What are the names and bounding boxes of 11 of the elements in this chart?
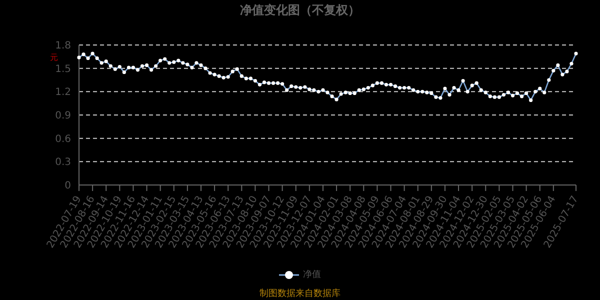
y-tick-label: 0.3 [55, 157, 71, 168]
y-tick-label: 0.9 [55, 110, 71, 122]
y-tick-label: 1.2 [55, 87, 71, 98]
chart-title: 净值变化图（不复权） [239, 2, 361, 19]
y-tick-label: 0.6 [55, 134, 71, 145]
y-axis-title: 元 [50, 52, 58, 63]
legend-label: 净值 [303, 268, 321, 281]
y-tick-label: 1.5 [55, 64, 71, 75]
text: 制图数据来自数据库 [258, 288, 342, 300]
y-tick-label: 0 [64, 180, 71, 192]
y-tick-label: 1.8 [55, 40, 71, 52]
